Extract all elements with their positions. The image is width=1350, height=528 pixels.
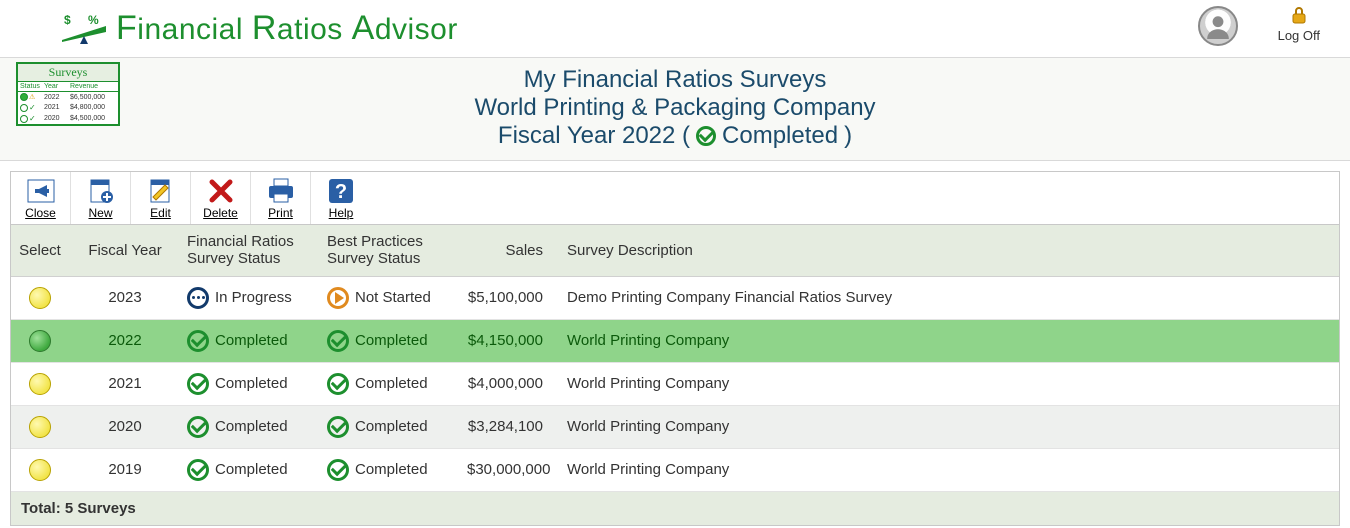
page-title-3: Fiscal Year 2022 ( Completed) — [498, 122, 852, 150]
select-radio[interactable] — [29, 459, 51, 481]
select-radio[interactable] — [29, 416, 51, 438]
desc-cell: World Printing Company — [561, 459, 1339, 480]
logo-mark-icon: $ % — [60, 12, 108, 46]
sales-cell: $30,000,000 — [461, 459, 561, 480]
brand-name: Financial Ratios Advisor — [116, 9, 458, 48]
printer-icon — [267, 178, 295, 204]
help-button[interactable]: ? Help — [311, 172, 371, 224]
mini-card-row: ✓2021$4,800,000 — [18, 102, 118, 113]
close-button[interactable]: Close — [11, 172, 71, 224]
edit-button[interactable]: Edit — [131, 172, 191, 224]
sales-cell: $4,000,000 — [461, 373, 561, 394]
select-radio[interactable] — [29, 330, 51, 352]
desc-cell: World Printing Company — [561, 373, 1339, 394]
lock-icon — [1291, 6, 1307, 24]
table-row[interactable]: 2019CompletedCompleted$30,000,000World P… — [11, 449, 1339, 492]
delete-button[interactable]: Delete — [191, 172, 251, 224]
bp-status-cell: Not Started — [321, 285, 461, 311]
sales-cell: $3,284,100 — [461, 416, 561, 437]
top-header: $ % Financial Ratios Advisor Log Off — [0, 0, 1350, 58]
page-title-1: My Financial Ratios Surveys — [10, 66, 1340, 94]
toolbar: Close New Edit Delete Print ? Help — [10, 171, 1340, 225]
logoff-label: Log Off — [1278, 28, 1320, 43]
heading-area: Surveys Status Year Revenue ⚠2022$6,500,… — [0, 58, 1350, 161]
check-icon — [187, 330, 209, 352]
sales-cell: $4,150,000 — [461, 330, 561, 351]
mini-card-row: ✓2020$4,500,000 — [18, 113, 118, 124]
mini-card-title: Surveys — [18, 64, 118, 82]
print-button[interactable]: Print — [251, 172, 311, 224]
help-icon: ? — [327, 178, 355, 204]
col-sales: Sales — [461, 240, 561, 261]
year-cell: 2020 — [69, 416, 181, 437]
page-title-2: World Printing & Packaging Company — [10, 94, 1340, 122]
table-row[interactable]: 2020CompletedCompleted$3,284,100World Pr… — [11, 406, 1339, 449]
col-fr-status: Financial Ratios Survey Status — [181, 231, 321, 270]
col-bp-status: Best Practices Survey Status — [321, 231, 461, 270]
delete-x-icon — [207, 178, 235, 204]
in-progress-icon — [187, 287, 209, 309]
bp-status-cell: Completed — [321, 457, 461, 483]
check-icon — [187, 459, 209, 481]
year-cell: 2021 — [69, 373, 181, 394]
mini-card-row: ⚠2022$6,500,000 — [18, 92, 118, 102]
col-year: Fiscal Year — [69, 240, 181, 261]
bp-status-cell: Completed — [321, 328, 461, 354]
fr-status-cell: Completed — [181, 414, 321, 440]
fr-status-cell: In Progress — [181, 285, 321, 311]
surveys-mini-card[interactable]: Surveys Status Year Revenue ⚠2022$6,500,… — [16, 62, 120, 126]
svg-text:%: % — [88, 13, 99, 27]
check-icon — [187, 416, 209, 438]
surveys-grid: Select Fiscal Year Financial Ratios Surv… — [10, 225, 1340, 526]
new-button[interactable]: New — [71, 172, 131, 224]
col-desc: Survey Description — [561, 240, 1339, 261]
grid-footer: Total: 5 Surveys — [11, 492, 1339, 525]
brand-logo[interactable]: $ % Financial Ratios Advisor — [60, 9, 458, 48]
desc-cell: World Printing Company — [561, 416, 1339, 437]
table-row[interactable]: 2022CompletedCompleted$4,150,000World Pr… — [11, 320, 1339, 363]
back-arrow-icon — [27, 178, 55, 204]
page-titles: My Financial Ratios Surveys World Printi… — [10, 66, 1340, 150]
check-icon — [327, 416, 349, 438]
check-icon — [187, 373, 209, 395]
bp-status-cell: Completed — [321, 371, 461, 397]
desc-cell: Demo Printing Company Financial Ratios S… — [561, 287, 1339, 308]
fr-status-cell: Completed — [181, 457, 321, 483]
year-cell: 2019 — [69, 459, 181, 480]
year-cell: 2023 — [69, 287, 181, 308]
svg-text:$: $ — [64, 13, 71, 27]
bp-status-cell: Completed — [321, 414, 461, 440]
mini-card-head: Status Year Revenue — [18, 82, 118, 92]
grid-header: Select Fiscal Year Financial Ratios Surv… — [11, 225, 1339, 277]
sales-cell: $5,100,000 — [461, 287, 561, 308]
table-row[interactable]: 2023In ProgressNot Started$5,100,000Demo… — [11, 277, 1339, 320]
fr-status-cell: Completed — [181, 328, 321, 354]
new-doc-icon — [87, 178, 115, 204]
avatar-icon[interactable] — [1198, 6, 1238, 46]
check-icon — [327, 330, 349, 352]
logoff-button[interactable]: Log Off — [1278, 6, 1320, 43]
col-select: Select — [11, 240, 69, 261]
check-icon — [327, 459, 349, 481]
select-radio[interactable] — [29, 287, 51, 309]
desc-cell: World Printing Company — [561, 330, 1339, 351]
check-icon — [696, 126, 716, 146]
fr-status-cell: Completed — [181, 371, 321, 397]
svg-text:?: ? — [335, 181, 347, 203]
check-icon — [327, 373, 349, 395]
select-radio[interactable] — [29, 373, 51, 395]
year-cell: 2022 — [69, 330, 181, 351]
not-started-icon — [327, 287, 349, 309]
edit-doc-icon — [147, 178, 175, 204]
table-row[interactable]: 2021CompletedCompleted$4,000,000World Pr… — [11, 363, 1339, 406]
